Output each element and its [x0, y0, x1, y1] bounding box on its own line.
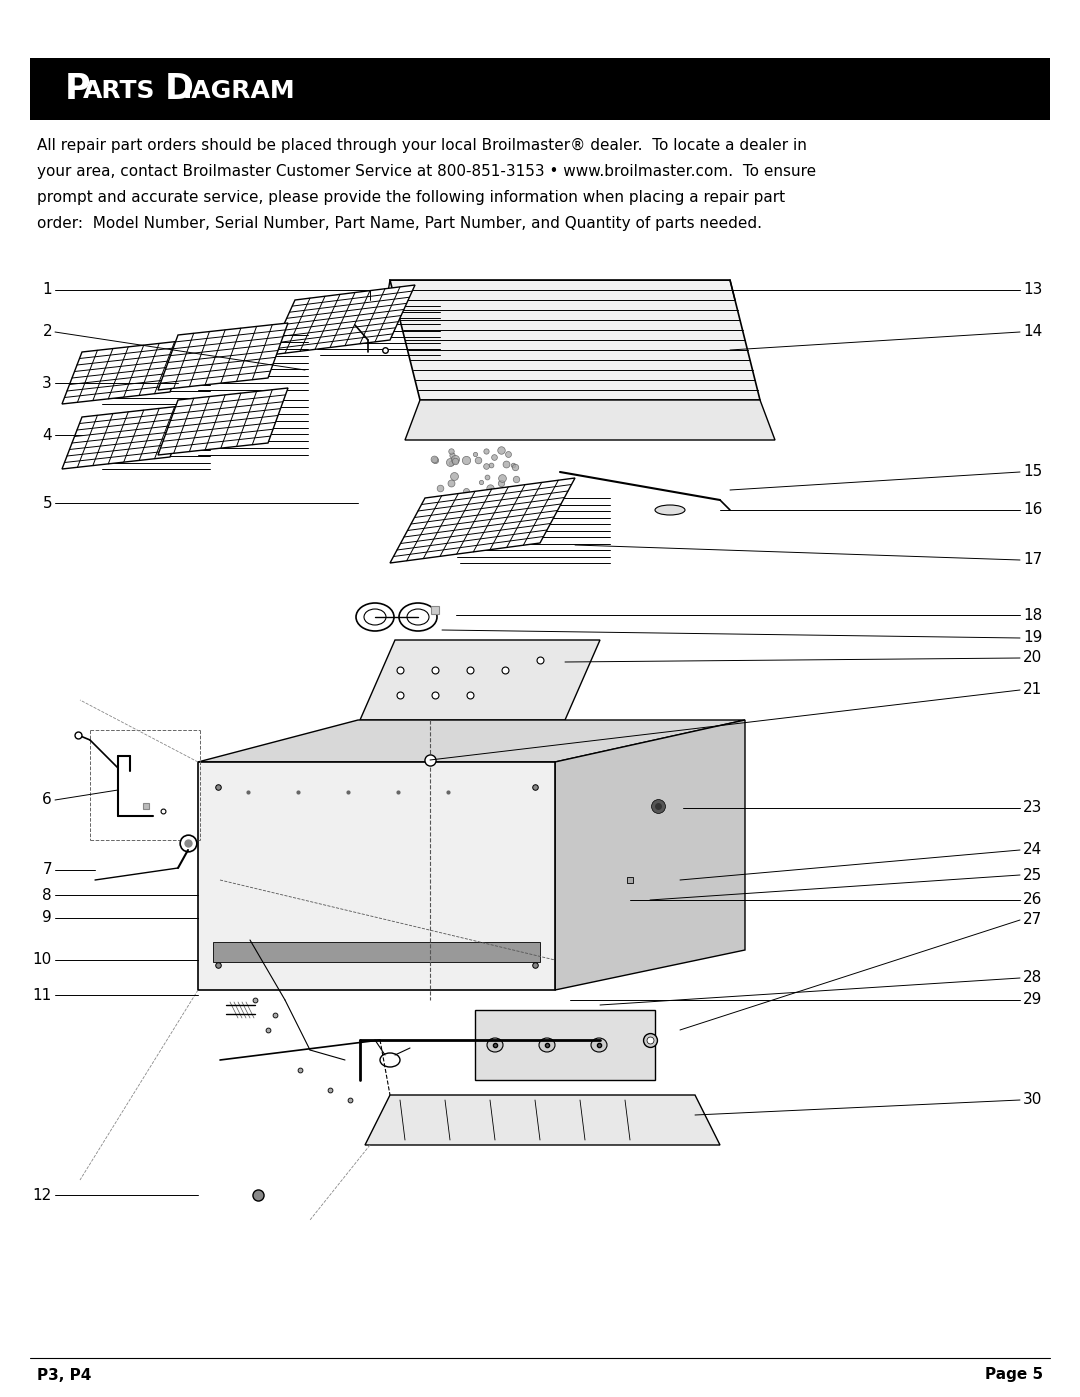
Text: 20: 20: [1023, 651, 1042, 665]
Ellipse shape: [591, 1038, 607, 1052]
Text: your area, contact Broilmaster Customer Service at 800-851-3153 • www.broilmaste: your area, contact Broilmaster Customer …: [37, 163, 816, 179]
Bar: [620, 374, 648, 397]
Text: Page 5: Page 5: [985, 1368, 1043, 1383]
Text: 17: 17: [1023, 552, 1042, 567]
Text: 24: 24: [1023, 842, 1042, 858]
Text: 19: 19: [1023, 630, 1042, 645]
Text: 23: 23: [1023, 800, 1042, 816]
Polygon shape: [555, 719, 745, 990]
Text: prompt and accurate service, please provide the following information when placi: prompt and accurate service, please prov…: [37, 190, 785, 205]
Text: D: D: [165, 73, 194, 106]
Polygon shape: [213, 942, 540, 963]
Text: 25: 25: [1023, 868, 1042, 883]
Text: 21: 21: [1023, 683, 1042, 697]
Text: 12: 12: [32, 1187, 52, 1203]
Polygon shape: [270, 285, 415, 355]
Ellipse shape: [380, 1053, 400, 1067]
Polygon shape: [390, 279, 760, 400]
Text: 3: 3: [42, 376, 52, 391]
Polygon shape: [365, 1095, 720, 1146]
Text: ARTS: ARTS: [83, 80, 156, 103]
Polygon shape: [405, 400, 775, 440]
Text: 16: 16: [1023, 503, 1042, 517]
Polygon shape: [62, 339, 190, 404]
Ellipse shape: [487, 1038, 503, 1052]
Text: P: P: [65, 73, 91, 106]
Text: 28: 28: [1023, 971, 1042, 985]
Ellipse shape: [654, 504, 685, 515]
Bar: [475, 1010, 654, 1080]
Text: 18: 18: [1023, 608, 1042, 623]
Text: 15: 15: [1023, 464, 1042, 479]
Polygon shape: [198, 719, 745, 761]
Polygon shape: [198, 761, 555, 990]
Polygon shape: [158, 323, 288, 390]
Text: 6: 6: [42, 792, 52, 807]
Text: IAGRAM: IAGRAM: [183, 80, 296, 103]
Polygon shape: [390, 478, 575, 563]
Text: 13: 13: [1023, 282, 1042, 298]
Text: 9: 9: [42, 911, 52, 925]
Text: P3, P4: P3, P4: [37, 1368, 92, 1383]
Text: 26: 26: [1023, 893, 1042, 908]
Text: 2: 2: [42, 324, 52, 339]
Polygon shape: [360, 640, 600, 719]
Ellipse shape: [459, 676, 481, 694]
Polygon shape: [158, 388, 288, 455]
Ellipse shape: [539, 1038, 555, 1052]
Text: 11: 11: [32, 988, 52, 1003]
Text: 1: 1: [42, 282, 52, 298]
Text: 4: 4: [42, 427, 52, 443]
Text: 5: 5: [42, 496, 52, 510]
Text: 29: 29: [1023, 992, 1042, 1007]
Bar: [30, 59, 1050, 120]
Polygon shape: [62, 405, 190, 469]
Text: order:  Model Number, Serial Number, Part Name, Part Number, and Quantity of par: order: Model Number, Serial Number, Part…: [37, 217, 762, 231]
Text: 14: 14: [1023, 324, 1042, 339]
Text: 30: 30: [1023, 1092, 1042, 1108]
Text: 8: 8: [42, 887, 52, 902]
Bar: [638, 792, 683, 820]
Ellipse shape: [499, 676, 521, 694]
Text: 27: 27: [1023, 912, 1042, 928]
Text: All repair part orders should be placed through your local Broilmaster® dealer. : All repair part orders should be placed …: [37, 138, 807, 154]
Text: 7: 7: [42, 862, 52, 877]
Text: 10: 10: [32, 953, 52, 968]
